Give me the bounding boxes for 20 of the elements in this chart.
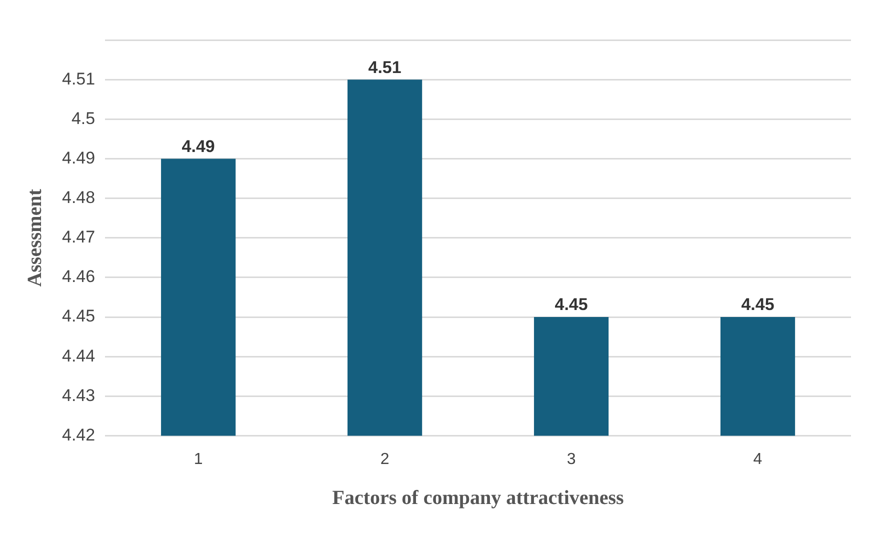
x-tick-label: 4 [753,450,762,468]
y-tick-label: 4.5 [71,108,96,128]
data-label: 4.51 [368,58,402,77]
y-tick-label: 4.43 [62,386,96,405]
data-label: 4.45 [554,295,588,314]
y-axis-title: Assessment [24,188,46,287]
y-tick-label: 4.44 [62,346,96,366]
x-tick-label: 3 [566,450,576,468]
y-tick-label: 4.42 [62,425,96,444]
data-label: 4.45 [741,295,774,314]
x-tick-label: 2 [380,450,390,468]
x-axis-title: Factors of company attractiveness [332,487,624,510]
data-label: 4.49 [182,136,215,156]
y-tick-label: 4.45 [62,306,96,326]
y-tick-label: 4.51 [62,69,96,88]
y-tick-label: 4.46 [62,267,96,286]
y-tick-label: 4.49 [62,148,96,168]
y-tick-label: 4.48 [62,188,96,208]
y-tick-label: 4.47 [62,228,96,247]
x-tick-label: 1 [194,450,203,468]
